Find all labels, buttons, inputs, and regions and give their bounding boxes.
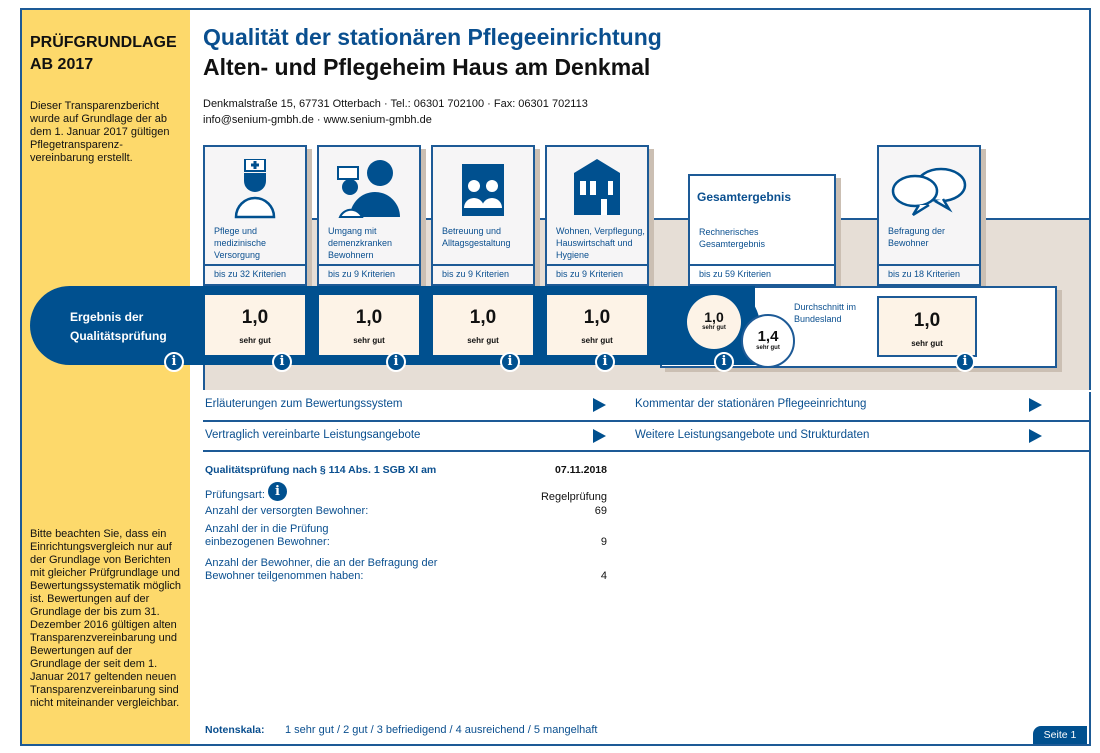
survey-card[interactable]: Befragung der Bewohner bis zu 18 Kriteri… — [877, 145, 981, 286]
survey-score-box: 1,0 sehr gut — [877, 296, 977, 357]
criteria-count: bis zu 9 Kriterien — [319, 264, 419, 284]
divider — [203, 420, 1091, 422]
score-grade: sehr gut — [911, 339, 943, 348]
speech-bubbles-icon — [891, 167, 967, 217]
survey-label: Befragung der Bewohner — [888, 226, 946, 248]
info-icon[interactable]: i — [714, 352, 734, 372]
page-number: Seite 1 — [1033, 726, 1087, 744]
heading-line: PRÜFGRUNDLAGE — [30, 34, 177, 51]
inspection-heading-label: Qualitätsprüfung nach § 114 Abs. 1 SGB X… — [205, 464, 437, 476]
score-box: 1,0 sehr gut — [205, 295, 305, 355]
sidebar-intro: Dieser Transparenzbericht wurde auf Grun… — [30, 100, 170, 164]
detail-value: 69 — [594, 505, 607, 517]
grade-scale: 1 sehr gut / 2 gut / 3 befriedigend / 4 … — [285, 724, 598, 736]
detail-row: Prüfungsart: i Regelprüfung — [205, 482, 607, 504]
category-card[interactable]: Betreuung und Alltagsgestaltung bis zu 9… — [431, 145, 535, 286]
detail-label: Prüfungsart: — [205, 489, 265, 501]
category-label: Pflege und medizinische Versorgung — [214, 226, 267, 260]
detail-value: 9 — [600, 536, 607, 548]
people-icon — [462, 164, 504, 216]
inspection-date: 07.11.2018 — [555, 464, 607, 476]
arrow-right-icon[interactable] — [1029, 398, 1042, 412]
info-icon[interactable]: i — [164, 352, 184, 372]
dementia-care-icon — [337, 160, 400, 218]
sidebar-note: Bitte beachten Sie, dass ein Einrichtung… — [30, 528, 182, 709]
detail-label: Anzahl der in die Prüfung einbezogenen B… — [205, 523, 330, 548]
house-icon — [574, 159, 620, 215]
info-icon[interactable]: i — [955, 352, 975, 372]
score-grade: sehr gut — [702, 325, 726, 331]
score-grade: sehr gut — [581, 336, 613, 345]
arrow-right-icon[interactable] — [593, 398, 606, 412]
criteria-count: bis zu 32 Kriterien — [205, 264, 305, 284]
divider — [203, 450, 1091, 452]
detail-value: Regelprüfung — [540, 491, 607, 503]
detail-row: Anzahl der versorgten Bewohner: 69 — [205, 505, 607, 518]
category-card[interactable]: Pflege und medizinische Versorgung bis z… — [203, 145, 307, 286]
scale-label: Notenskala: — [205, 724, 265, 736]
page-title: Qualität der stationären Pflegeeinrichtu… — [203, 24, 662, 50]
score-value: 1,0 — [469, 307, 497, 328]
category-card[interactable]: Umgang mit demenzkranken Bewohnern bis z… — [317, 145, 421, 286]
score-value: 1,4 — [757, 328, 779, 345]
link-facility-comment[interactable]: Kommentar der stationären Pflegeeinricht… — [635, 398, 867, 410]
category-card[interactable]: Wohnen, Verpflegung, Hauswirtschaft und … — [545, 145, 649, 286]
overall-score-circle: 1,0 sehr gut — [687, 295, 741, 349]
category-label: Betreuung und Alltagsgestaltung — [442, 226, 511, 248]
score-box: 1,0 sehr gut — [547, 295, 647, 355]
inspection-heading: Qualitätsprüfung nach § 114 Abs. 1 SGB X… — [205, 464, 607, 477]
score-value: 1,0 — [913, 310, 941, 331]
score-grade: sehr gut — [239, 336, 271, 345]
score-box: 1,0 sehr gut — [319, 295, 419, 355]
info-icon[interactable]: i — [386, 352, 406, 372]
info-icon[interactable]: i — [500, 352, 520, 372]
average-score-circle: 1,4 sehr gut — [741, 314, 795, 368]
link-contract-services[interactable]: Vertraglich vereinbarte Leistungsangebot… — [205, 429, 421, 441]
contact: info@senium-gmbh.de · www.senium-gmbh.de — [203, 114, 432, 126]
sidebar: PRÜFGRUNDLAGE AB 2017 Dieser Transparenzb… — [22, 10, 190, 744]
average-label: Durchschnitt im Bundesland — [794, 302, 857, 324]
detail-row: Anzahl der Bewohner, die an der Befragun… — [205, 557, 607, 583]
address: Denkmalstraße 15, 67731 Otterbach · Tel.… — [203, 98, 588, 110]
overall-label: Rechnerisches Gesamtergebnis — [699, 227, 766, 249]
score-value: 1,0 — [355, 307, 383, 328]
link-rating-system[interactable]: Erläuterungen zum Bewertungssystem — [205, 398, 403, 410]
arrow-right-icon[interactable] — [593, 429, 606, 443]
criteria-count: bis zu 9 Kriterien — [547, 264, 647, 284]
criteria-count: bis zu 9 Kriterien — [433, 264, 533, 284]
score-value: 1,0 — [704, 309, 724, 325]
category-label: Wohnen, Verpflegung, Hauswirtschaft und … — [556, 226, 645, 260]
score-box: 1,0 sehr gut — [433, 295, 533, 355]
arrow-right-icon[interactable] — [1029, 429, 1042, 443]
overall-title: Gesamtergebnis — [697, 190, 792, 204]
band-label: Ergebnis der Qualitätsprüfung — [70, 310, 167, 343]
overall-card[interactable]: Gesamtergebnis Rechnerisches Gesamtergeb… — [688, 174, 836, 286]
score-grade: sehr gut — [756, 345, 780, 351]
heading-line: AB 2017 — [30, 56, 94, 73]
detail-value: 4 — [600, 570, 607, 582]
info-icon[interactable]: i — [272, 352, 292, 372]
detail-label: Anzahl der versorgten Bewohner: — [205, 505, 369, 517]
score-grade: sehr gut — [467, 336, 499, 345]
score-value: 1,0 — [241, 307, 269, 328]
criteria-count: bis zu 59 Kriterien — [690, 264, 834, 284]
info-icon[interactable]: i — [267, 482, 287, 501]
detail-label: Anzahl der Bewohner, die an der Befragun… — [205, 557, 438, 582]
score-grade: sehr gut — [353, 336, 385, 345]
page-frame — [20, 8, 1091, 746]
info-icon[interactable]: i — [595, 352, 615, 372]
score-value: 1,0 — [583, 307, 611, 328]
detail-row: Anzahl der in die Prüfung einbezogenen B… — [205, 523, 607, 549]
nurse-icon — [234, 159, 276, 219]
sidebar-heading: PRÜFGRUNDLAGE AB 2017 — [30, 32, 177, 76]
facility-name: Alten- und Pflegeheim Haus am Denkmal — [203, 54, 651, 80]
link-further-services[interactable]: Weitere Leistungsangebote und Strukturda… — [635, 429, 870, 441]
category-label: Umgang mit demenzkranken Bewohnern — [328, 226, 393, 260]
criteria-count: bis zu 18 Kriterien — [879, 264, 979, 284]
